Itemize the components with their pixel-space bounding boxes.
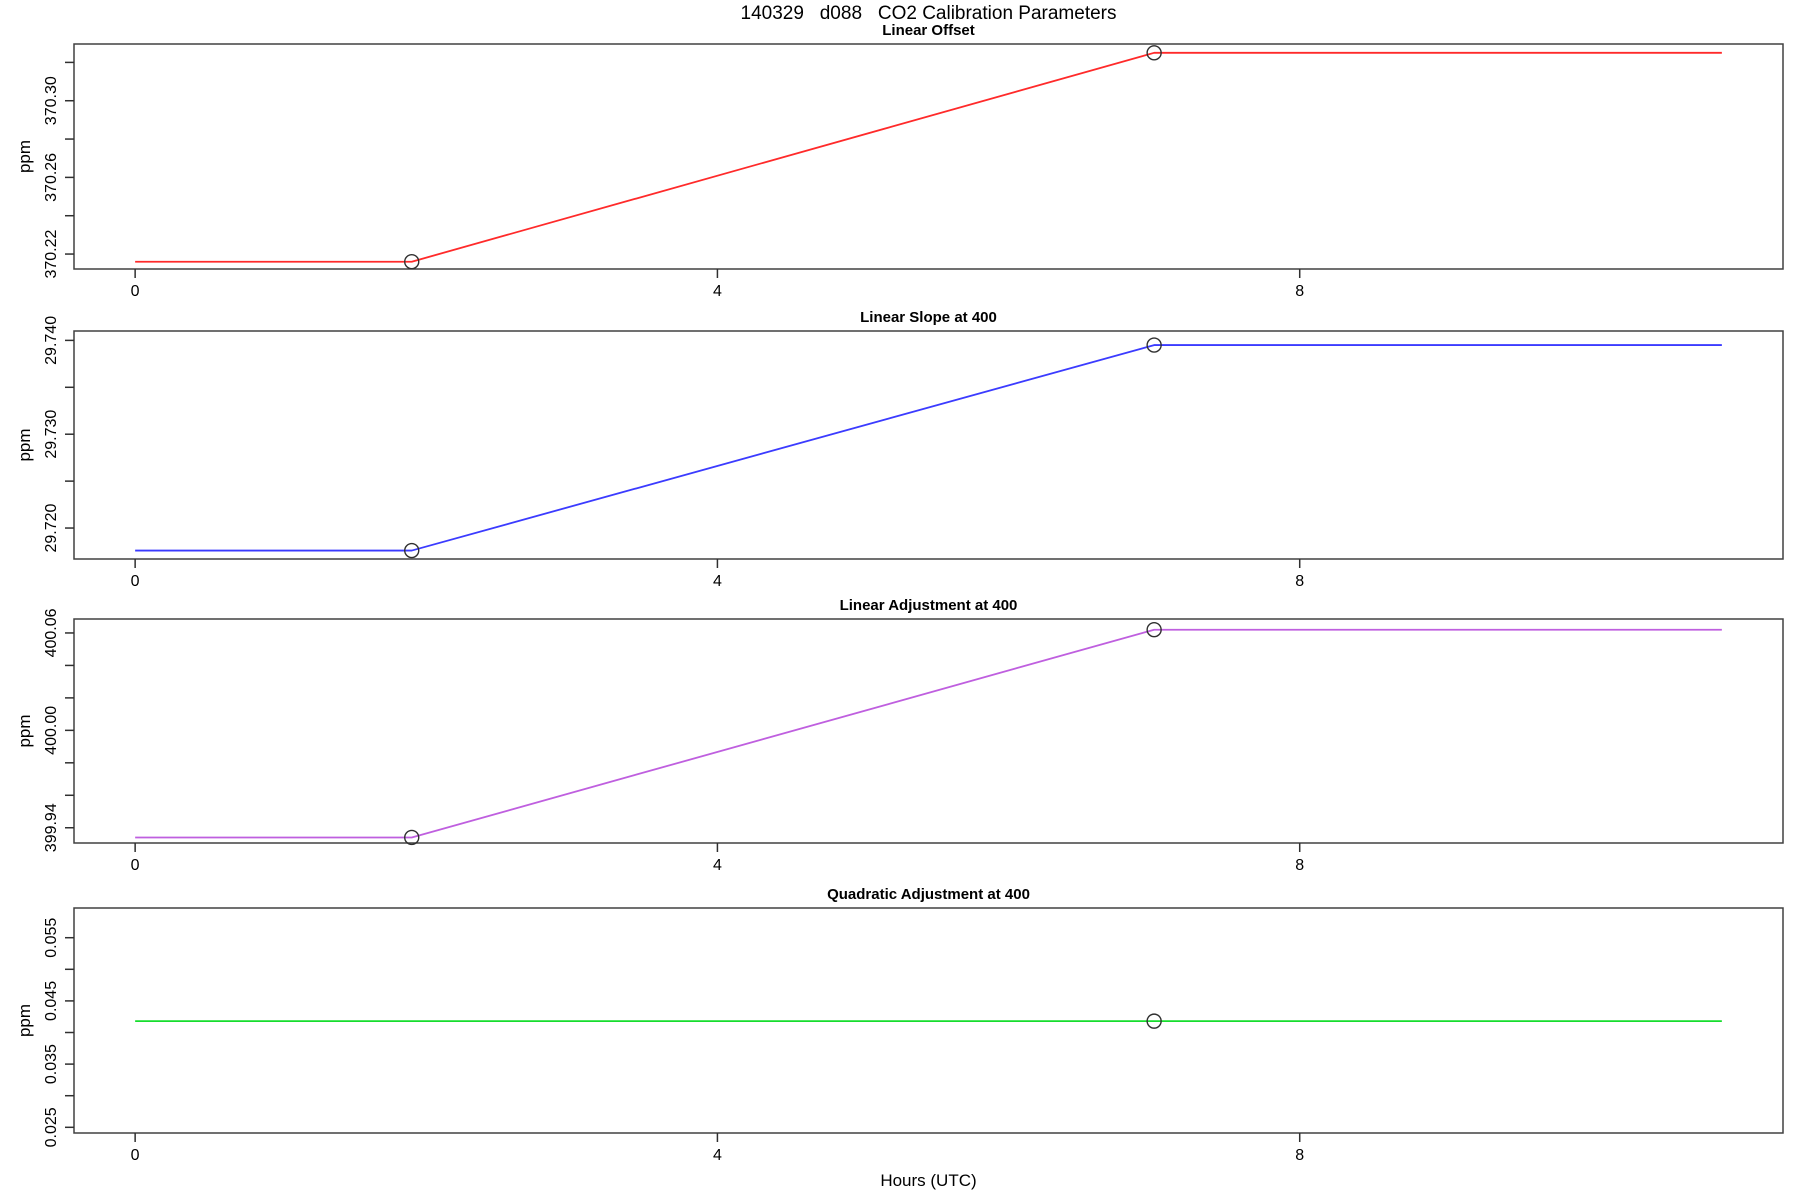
- data-point-marker: [404, 254, 420, 270]
- y-tick-label: 400.00: [43, 706, 60, 755]
- panel-box: [73, 43, 1784, 270]
- y-tick-label: 370.30: [43, 76, 60, 125]
- panel-title-linear-slope: Linear Slope at 400: [860, 309, 997, 326]
- y-tick-label: 399.94: [43, 803, 60, 852]
- y-tick-label: 0.035: [43, 1044, 60, 1084]
- panel-box: [73, 618, 1784, 844]
- y-axis-unit-label: ppm: [15, 140, 34, 173]
- x-tick-label: 8: [1295, 573, 1304, 590]
- panel-title-linear-adjustment: Linear Adjustment at 400: [839, 597, 1018, 614]
- y-tick-label: 0.025: [43, 1107, 60, 1147]
- x-tick-label: 4: [713, 573, 722, 590]
- y-axis-unit-label: ppm: [15, 714, 34, 747]
- x-axis-title: Hours (UTC): [880, 1171, 977, 1190]
- x-tick-label: 4: [713, 1147, 722, 1164]
- panel-title-linear-offset: Linear Offset: [882, 22, 975, 39]
- x-tick-label: 0: [131, 1147, 140, 1164]
- y-axis-unit-label: ppm: [15, 1004, 34, 1037]
- y-axis-unit-label: ppm: [15, 428, 34, 461]
- x-tick-label: 0: [131, 573, 140, 590]
- data-point-marker: [1146, 45, 1162, 61]
- data-point-marker: [404, 542, 420, 559]
- x-tick-label: 4: [713, 283, 722, 300]
- series-line: [135, 628, 1722, 839]
- series-line: [135, 51, 1722, 263]
- y-tick-label: 0.045: [43, 981, 60, 1021]
- y-tick-label: 370.26: [43, 153, 60, 202]
- data-point-marker: [1146, 1013, 1162, 1029]
- x-tick-label: 8: [1295, 283, 1304, 300]
- x-tick-label: 8: [1295, 1147, 1304, 1164]
- data-point-marker: [1146, 622, 1162, 638]
- y-tick-label: 29.730: [43, 410, 60, 459]
- series-line: [135, 344, 1722, 552]
- panel-box: [73, 907, 1784, 1134]
- main-title: 140329 d088 CO2 Calibration Parameters: [740, 3, 1117, 24]
- panel-box: [73, 330, 1784, 560]
- y-tick-label: 29.740: [43, 316, 60, 365]
- panel-title-quadratic-adjustment: Quadratic Adjustment at 400: [827, 886, 1030, 903]
- data-point-marker: [404, 829, 420, 846]
- x-tick-label: 8: [1295, 857, 1304, 874]
- y-tick-label: 29.720: [43, 503, 60, 552]
- y-tick-label: 370.22: [43, 229, 60, 278]
- x-tick-label: 0: [131, 857, 140, 874]
- data-point-marker: [1146, 337, 1162, 353]
- y-tick-label: 400.06: [43, 608, 60, 657]
- x-tick-label: 0: [131, 283, 140, 300]
- y-tick-label: 0.055: [43, 918, 60, 958]
- x-tick-label: 4: [713, 857, 722, 874]
